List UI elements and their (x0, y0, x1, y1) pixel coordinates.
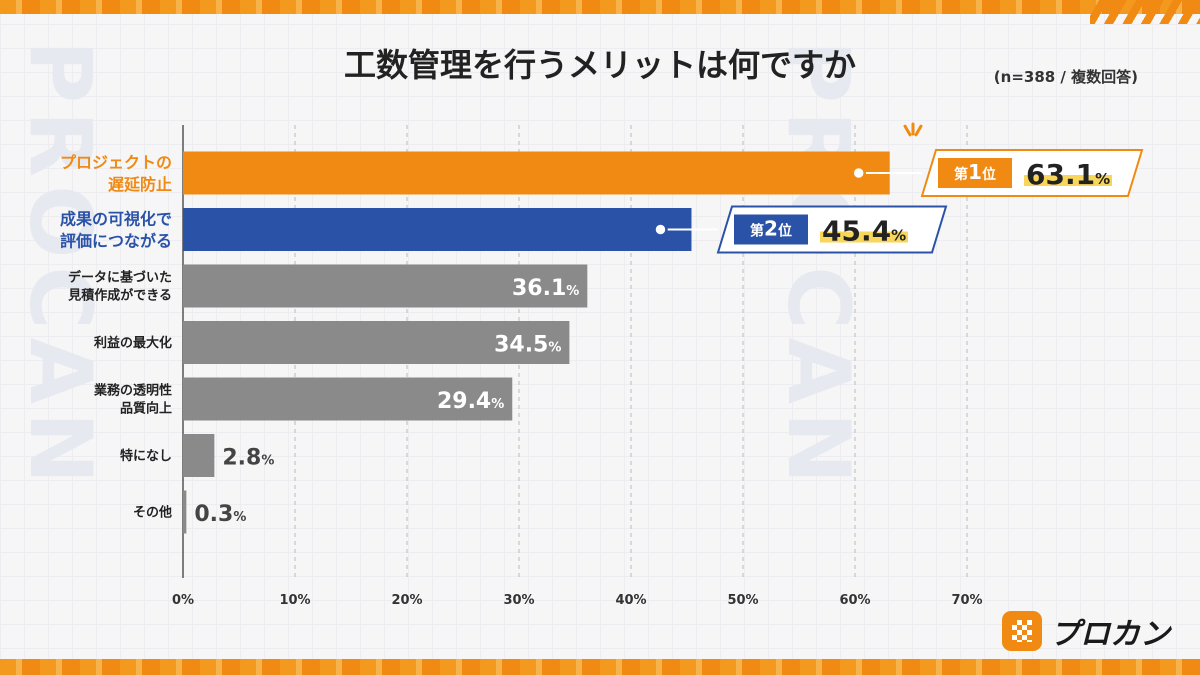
category-label: その他 (133, 505, 172, 521)
value-highlight (820, 231, 908, 243)
bar (183, 208, 692, 251)
x-tick-label: 0% (172, 593, 194, 608)
brand-name: プロカン (1050, 617, 1170, 652)
rank-label: 第2位 (750, 217, 792, 241)
data-label: 29.4% (437, 389, 504, 414)
category-label: 品質向上 (120, 401, 172, 417)
checkered-flag-icon (1002, 611, 1042, 651)
burst-mark (914, 124, 923, 137)
data-label: 63.1% (1026, 158, 1110, 191)
callout-dot (653, 222, 668, 237)
x-tick-label: 40% (615, 593, 646, 608)
bar (183, 377, 513, 421)
data-label: 36.1% (512, 276, 579, 301)
burst-mark (903, 124, 912, 137)
bar (183, 434, 215, 477)
category-label: 特になし (120, 448, 172, 464)
sample-note: (n=388 / 複数回答) (993, 68, 1138, 86)
corner-decoration (1090, 0, 1200, 24)
callout-dot (851, 165, 866, 181)
data-label: 2.8% (222, 446, 274, 471)
category-label: プロジェクトの (60, 153, 172, 172)
x-tick-label: 70% (951, 593, 982, 608)
category-label: 見積作成ができる (67, 288, 172, 304)
category-label: 業務の透明性 (93, 383, 172, 399)
category-label: 利益の最大化 (94, 335, 172, 351)
bar (183, 151, 890, 195)
bottom-stripe (0, 659, 1200, 675)
data-label: 0.3% (194, 502, 246, 527)
category-label: 成果の可視化で (60, 209, 172, 228)
rank-badge (938, 158, 1012, 188)
x-tick-label: 60% (839, 593, 870, 608)
data-label: 45.4% (822, 215, 906, 248)
category-label: 評価につながる (60, 231, 172, 250)
rank-badge (734, 214, 808, 245)
bar (183, 321, 570, 364)
rank-label: 第1位 (954, 160, 996, 184)
top-stripe (0, 0, 1200, 14)
category-label: データに基づいた (68, 270, 172, 286)
bar (183, 264, 588, 308)
value-highlight (1024, 175, 1112, 186)
x-tick-label: 20% (391, 593, 422, 608)
chart-title: 工数管理を行うメリットは何ですか (343, 46, 856, 84)
x-tick-label: 50% (727, 593, 758, 608)
x-tick-label: 10% (279, 593, 310, 608)
category-label: 遅延防止 (108, 175, 172, 194)
x-tick-label: 30% (503, 593, 534, 608)
data-label: 34.5% (494, 333, 561, 358)
bar (183, 490, 187, 534)
brand-logo: プロカン (1002, 609, 1170, 653)
